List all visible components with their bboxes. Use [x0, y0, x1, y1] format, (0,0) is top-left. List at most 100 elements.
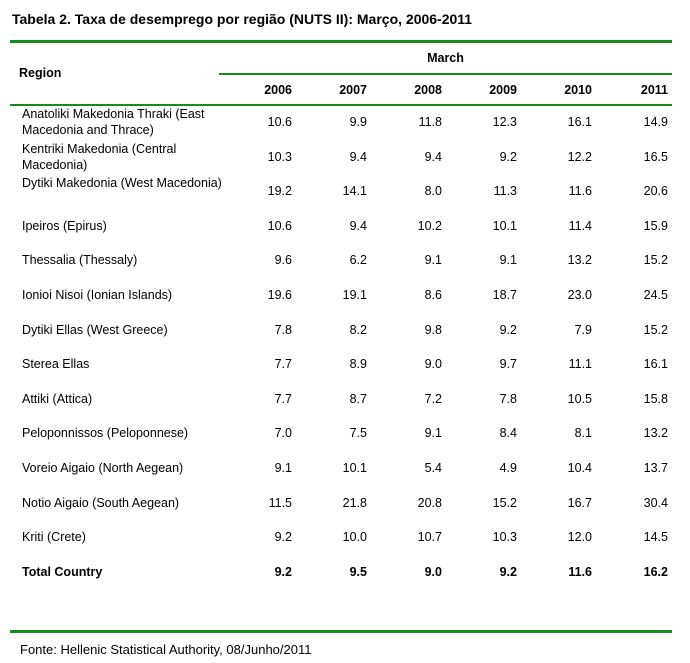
top-rule — [10, 40, 672, 43]
value-cell-2007: 9.5 — [349, 564, 367, 579]
value-cell-2008: 8.0 — [424, 184, 442, 199]
value-cell-2011: 20.6 — [643, 184, 668, 199]
value-cell-2010: 11.1 — [568, 357, 592, 372]
value-cell-2008: 9.4 — [424, 149, 442, 164]
table-row: Dytiki Ellas (West Greece) 7.8 8.2 9.8 9.2 7.… — [0, 313, 690, 347]
year-header-row: 2006 2007 2008 2009 2010 2011 — [0, 83, 690, 99]
value-cell-2011: 24.5 — [643, 288, 668, 302]
value-cell-2006: 9.2 — [274, 564, 292, 579]
value-cell-2008: 7.2 — [424, 391, 442, 406]
region-cell: Anatoliki Makedonia Thraki (East Macedon… — [22, 107, 205, 137]
year-header-2011: 2011 — [640, 83, 668, 97]
value-cell-2009: 12.3 — [492, 115, 517, 129]
value-cell-2007: 21.8 — [342, 495, 367, 510]
value-cell-2009: 10.3 — [492, 530, 517, 545]
region-cell: Peloponnissos (Peloponnese) — [22, 426, 189, 441]
value-cell-2009: 4.9 — [499, 461, 517, 475]
value-cell-2008: 9.1 — [424, 426, 442, 441]
value-cell-2007: 14.1 — [342, 184, 367, 199]
value-cell-2010: 11.4 — [568, 218, 592, 233]
value-cell-2009: 15.2 — [492, 495, 517, 510]
value-cell-2007: 6.2 — [349, 253, 367, 268]
value-cell-2006: 9.6 — [274, 253, 292, 268]
value-cell-2006: 19.2 — [267, 184, 292, 199]
value-cell-2006: 10.3 — [267, 149, 292, 164]
value-cell-2011: 16.2 — [643, 564, 668, 579]
table-row: Kriti (Crete) 9.2 10.0 10.7 10.3 12.0 14.5 — [0, 520, 690, 554]
table-row: Voreio Aigaio (North Aegean) 9.1 10.1 5.4 4.… — [0, 451, 690, 485]
year-header-2007: 2007 — [339, 83, 367, 97]
value-cell-2010: 13.2 — [567, 253, 592, 268]
table-row: Thessalia (Thessaly) 9.6 6.2 9.1 9.1 13.2 15.2 — [0, 243, 690, 277]
region-cell: Attiki (Attica) — [22, 391, 93, 406]
total-row: Total Country 9.2 9.5 9.0 9.2 11.6 16.2 — [0, 555, 690, 589]
value-cell-2008: 5.4 — [424, 461, 442, 475]
value-cell-2011: 16.5 — [643, 149, 668, 164]
value-cell-2009: 10.1 — [492, 218, 517, 233]
value-cell-2006: 19.6 — [267, 288, 292, 302]
source-note: Fonte: Hellenic Statistical Authority, 0… — [20, 642, 312, 657]
value-cell-2007: 19.1 — [342, 288, 367, 302]
value-cell-2010: 7.9 — [574, 322, 592, 337]
value-cell-2008: 9.8 — [424, 322, 442, 337]
value-cell-2007: 10.0 — [342, 530, 367, 545]
table-row: Ionioi Nisoi (Ionian Islands) 19.6 19.1 8.6… — [0, 278, 690, 312]
region-cell: Kentriki Makedonia (Central Macedonia) — [22, 141, 177, 172]
value-cell-2011: 13.7 — [643, 461, 668, 475]
value-cell-2006: 7.8 — [274, 322, 292, 337]
region-cell: Dytiki Makedonia (West Macedonia) — [22, 176, 222, 191]
table-title: Tabela 2. Taxa de desemprego por região … — [12, 11, 473, 27]
table-row: Peloponnissos (Peloponnese) 7.0 7.5 9.1 8.4 8… — [0, 416, 690, 450]
value-cell-2006: 10.6 — [267, 115, 292, 129]
value-cell-2008: 9.0 — [424, 564, 442, 579]
value-cell-2010: 12.0 — [567, 530, 592, 545]
march-group-header: March — [427, 51, 464, 65]
region-cell: Ionioi Nisoi (Ionian Islands) — [22, 288, 173, 302]
value-cell-2010: 16.7 — [567, 495, 592, 510]
value-cell-2011: 15.9 — [643, 218, 668, 233]
region-cell: Ipeiros (Epirus) — [22, 218, 107, 233]
value-cell-2007: 9.9 — [349, 115, 367, 129]
value-cell-2010: 23.0 — [567, 288, 592, 302]
value-cell-2009: 9.7 — [499, 357, 517, 372]
region-cell: Total Country — [22, 564, 103, 579]
value-cell-2006: 9.1 — [274, 461, 292, 475]
bottom-rule — [10, 630, 672, 633]
value-cell-2007: 8.2 — [349, 322, 367, 337]
value-cell-2008: 8.6 — [424, 288, 442, 302]
value-cell-2009: 7.8 — [499, 391, 517, 406]
value-cell-2007: 9.4 — [349, 218, 367, 233]
table-row: Kentriki Makedonia (Central Macedonia) 10… — [0, 140, 690, 174]
value-cell-2007: 10.1 — [342, 461, 367, 475]
value-cell-2010: 10.5 — [567, 391, 592, 406]
value-cell-2009: 8.4 — [499, 426, 517, 441]
table-row: Ipeiros (Epirus) 10.6 9.4 10.2 10.1 11.4 15.9 — [0, 209, 690, 243]
value-cell-2009: 9.1 — [499, 253, 517, 268]
region-cell: Dytiki Ellas (West Greece) — [22, 322, 168, 337]
value-cell-2006: 11.5 — [268, 495, 292, 510]
value-cell-2011: 14.5 — [643, 530, 668, 545]
year-header-2010: 2010 — [564, 83, 592, 97]
value-cell-2007: 7.5 — [349, 426, 367, 441]
region-cell: Kriti (Crete) — [22, 530, 86, 545]
header-rule — [10, 104, 672, 106]
region-column-header: Region — [19, 66, 62, 80]
value-cell-2011: 13.2 — [643, 426, 668, 441]
value-cell-2011: 15.2 — [643, 322, 668, 337]
value-cell-2011: 15.2 — [643, 253, 668, 268]
value-cell-2008: 9.1 — [424, 253, 442, 268]
region-cell: Notio Aigaio (South Aegean) — [22, 495, 180, 510]
value-cell-2009: 9.2 — [499, 149, 517, 164]
value-cell-2008: 10.7 — [417, 530, 442, 545]
value-cell-2010: 12.2 — [567, 149, 592, 164]
value-cell-2006: 10.6 — [267, 218, 292, 233]
value-cell-2010: 8.1 — [574, 426, 592, 441]
value-cell-2007: 8.9 — [349, 357, 367, 372]
value-cell-2009: 9.2 — [499, 564, 517, 579]
year-header-2008: 2008 — [414, 83, 442, 97]
year-header-2009: 2009 — [489, 83, 517, 97]
value-cell-2010: 10.4 — [567, 461, 592, 475]
table-row: Anatoliki Makedonia Thraki (East Macedon… — [0, 105, 690, 139]
value-cell-2006: 9.2 — [274, 530, 292, 545]
value-cell-2010: 11.6 — [568, 184, 592, 199]
